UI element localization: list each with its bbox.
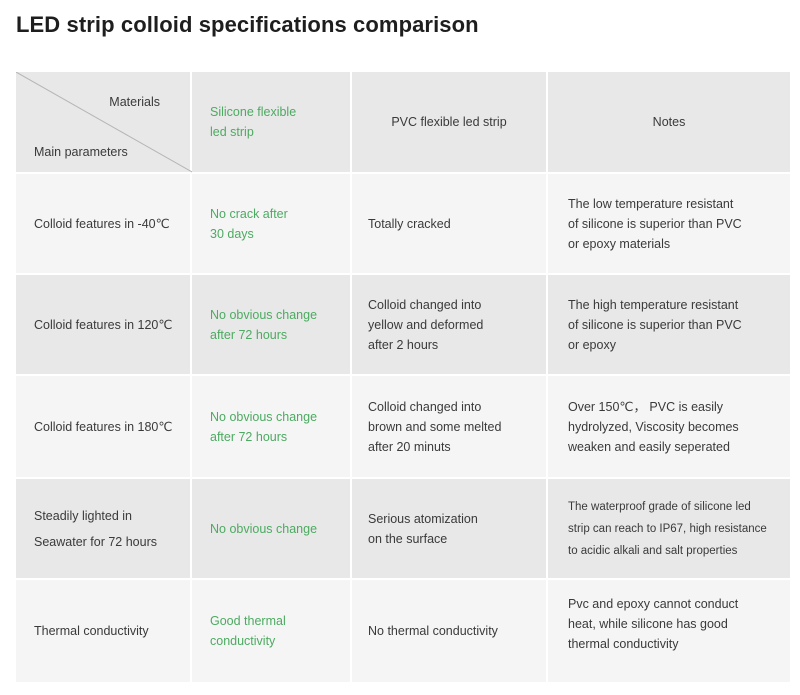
table-row: Colloid features in 180℃ No obvious chan… [16,376,790,479]
comparison-table: Materials Main parameters Silicone flexi… [16,72,790,684]
page-title: LED strip colloid specifications compari… [16,12,479,37]
notes-cell: The high temperature resistant of silico… [548,275,790,376]
pvc-cell: Totally cracked [352,174,548,275]
silicone-cell: No obvious change after 72 hours [192,275,352,376]
table-row: Steadily lighted in Seawater for 72 hour… [16,479,790,580]
table-row: Thermal conductivity Good thermal conduc… [16,580,790,684]
header-pvc: PVC flexible led strip [352,72,548,174]
diagonal-divider [16,72,192,173]
header-silicone: Silicone flexible led strip [192,72,352,174]
pvc-cell: Serious atomization on the surface [352,479,548,580]
table-row: Colloid features in -40℃ No crack after … [16,174,790,275]
silicone-cell: No obvious change after 72 hours [192,376,352,479]
notes-cell: Over 150℃， PVC is easily hydrolyzed, Vis… [548,376,790,479]
table-row: Colloid features in 120℃ No obvious chan… [16,275,790,376]
pvc-cell: Colloid changed into brown and some melt… [352,376,548,479]
silicone-cell: No obvious change [192,479,352,580]
parameter-cell: Colloid features in -40℃ [16,174,192,275]
header-main-parameters-label: Main parameters [34,145,128,159]
notes-cell: The waterproof grade of silicone led str… [548,479,790,580]
silicone-cell: Good thermal conductivity [192,580,352,684]
table-header-row: Materials Main parameters Silicone flexi… [16,72,790,174]
silicone-cell: No crack after 30 days [192,174,352,275]
header-materials-label: Materials [109,95,160,109]
header-notes: Notes [548,72,790,174]
header-corner-cell: Materials Main parameters [16,72,192,174]
pvc-cell: Colloid changed into yellow and deformed… [352,275,548,376]
parameter-cell: Colloid features in 180℃ [16,376,192,479]
parameter-cell: Colloid features in 120℃ [16,275,192,376]
parameter-cell: Steadily lighted in Seawater for 72 hour… [16,479,192,580]
pvc-cell: No thermal conductivity [352,580,548,684]
notes-cell: Pvc and epoxy cannot conduct heat, while… [548,580,790,684]
notes-cell: The low temperature resistant of silicon… [548,174,790,275]
parameter-cell: Thermal conductivity [16,580,192,684]
